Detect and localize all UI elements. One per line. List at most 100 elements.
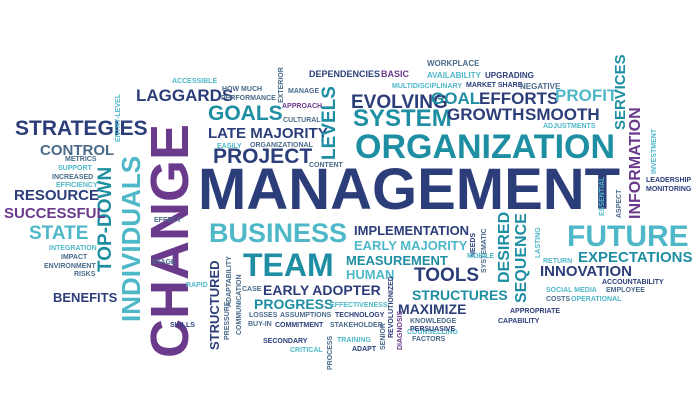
word-goals: GOALS <box>208 102 283 125</box>
word-multidisciplinary: MULTIDISCIPLINARY <box>392 83 462 90</box>
word-accountability: ACCOUNTABILITY <box>602 279 664 286</box>
word-innovation: INNOVATION <box>540 263 632 280</box>
word-assumptions: ASSUMPTIONS <box>280 312 332 319</box>
word-laggards: LAGGARDS <box>136 86 234 105</box>
word-operational: OPERATIONAL <box>571 296 622 303</box>
word-late-majority: LATE MAJORITY <box>208 125 328 142</box>
word-knowledge: KNOWLEDGE <box>410 318 457 325</box>
word-team: TEAM <box>243 247 334 283</box>
word-cultural: CULTURAL <box>283 117 321 124</box>
word-early-adopter: EARLY ADOPTER <box>263 282 381 298</box>
word-organizational: ORGANIZATIONAL <box>250 142 313 149</box>
word-performance: PERFORMANCE <box>221 95 276 102</box>
word-systematic: SYSTEMATIC <box>481 228 488 273</box>
word-losses: LOSSES <box>249 312 278 319</box>
word-dependencies: DEPENDENCIES <box>309 69 381 79</box>
word-efforts: EFFORTS <box>479 89 559 108</box>
word-organization: ORGANIZATION <box>355 128 616 166</box>
word-manage: MANAGE <box>288 88 320 95</box>
word-skills: SKILLS <box>170 322 195 329</box>
word-training: TRAINING <box>337 337 371 344</box>
word-appropriate: APPROPRIATE <box>510 308 561 315</box>
word-human: HUMAN <box>346 267 395 282</box>
word-environment: ENVIRONMENT <box>44 263 96 270</box>
word-upgrading: UPGRADING <box>485 71 534 80</box>
word-how-much: HOW MUCH <box>222 86 263 93</box>
word-sequence: SEQUENCE <box>513 213 530 303</box>
word-desired: DESIRED <box>496 211 513 283</box>
word-exterior: EXTERIOR <box>278 67 285 103</box>
word-adapt: ADAPT <box>352 346 377 353</box>
word-expectations: EXPECTATIONS <box>578 249 693 266</box>
word-costs: COSTS <box>546 296 571 303</box>
word-information: INFORMATION <box>627 107 644 219</box>
word-measurement: MEASUREMENT <box>346 253 448 268</box>
word-rapid: RAPID <box>186 282 208 289</box>
word-entry-level: ENTRY-LEVEL <box>115 94 122 142</box>
word-counselling: COUNSELLING <box>407 329 458 336</box>
word-diagnosis: DIAGNOSIS <box>397 310 404 350</box>
word-services: SERVICES <box>612 54 629 130</box>
word-capability: CAPABILITY <box>498 318 540 325</box>
word-workplace: WORKPLACE <box>427 59 480 68</box>
word-strategies: STRATEGIES <box>15 117 148 140</box>
word-implementation: IMPLEMENTATION <box>354 223 470 238</box>
word-secondary: SECONDARY <box>263 338 308 345</box>
word-stakeholder: STAKEHOLDER <box>330 322 383 329</box>
word-communication: COMMUNICATION <box>236 274 243 335</box>
word-social-media: SOCIAL MEDIA <box>546 287 597 294</box>
word-critical: CRITICAL <box>290 347 323 354</box>
word-essential: ESSENTIAL <box>599 176 606 216</box>
word-goal: GOAL <box>431 89 481 108</box>
word-structures: STRUCTURES <box>412 287 508 303</box>
word-senior: SENIOR <box>380 323 387 350</box>
word-progress: PROGRESS <box>254 296 334 312</box>
word-growth: GROWTH <box>447 105 525 124</box>
word-profit: PROFIT <box>555 86 618 105</box>
word-effectiveness: EFFECTIVENESS <box>330 302 388 309</box>
word-stage: STAGE <box>152 259 176 266</box>
word-control: CONTROL <box>40 142 115 159</box>
word-content: CONTENT <box>309 162 343 169</box>
word-adaptability: ADAPTABILITY <box>226 256 233 307</box>
word-mobile: MOBILE <box>467 253 495 260</box>
word-structured: STRUCTURED <box>207 260 222 350</box>
word-management: MANAGEMENT <box>198 157 621 222</box>
word-future: FUTURE <box>567 220 689 253</box>
word-successful: SUCCESSFUL <box>4 205 106 222</box>
word-approach: APPROACH <box>282 103 323 110</box>
word-pressure: PRESSURE <box>224 301 231 340</box>
word-accessible: ACCESSIBLE <box>172 78 218 85</box>
word-benefits: BENEFITS <box>53 290 118 305</box>
word-case: CASE <box>242 286 262 293</box>
word-project: PROJECT <box>213 145 313 168</box>
word-investment: INVESTMENT <box>651 128 658 174</box>
word-business: BUSINESS <box>209 218 348 248</box>
word-aspect: ASPECT <box>616 189 623 218</box>
word-support: SUPPORT <box>58 165 92 172</box>
word-resource: RESOURCE <box>14 187 100 204</box>
word-maximize: MAXIMIZE <box>398 301 467 317</box>
word-levels: LEVELS <box>319 86 340 160</box>
word-availability: AVAILABILITY <box>427 71 481 80</box>
word-adjustments: ADJUSTMENTS <box>543 123 596 130</box>
word-negative: NEGATIVE <box>520 82 561 91</box>
word-tools: TOOLS <box>414 265 480 286</box>
word-leadership: LEADERSHIP <box>646 177 692 184</box>
word-impact: IMPACT <box>61 254 88 261</box>
word-early-majority: EARLY MAJORITY <box>354 238 468 253</box>
word-revolutionized: REVOLUTIONIZED <box>388 276 395 338</box>
word-persuasive: PERSUASIVE <box>410 326 456 333</box>
word-state: STATE <box>29 223 89 244</box>
word-risks: RISKS <box>74 271 96 278</box>
word-easily: EASILY <box>217 143 242 150</box>
word-individuals: INDIVIDUALS <box>116 155 146 322</box>
word-lasting: LASTING <box>535 227 542 258</box>
word-basic: BASIC <box>381 69 410 79</box>
word-technology: TECHNOLOGY <box>335 312 385 319</box>
word-buy-in: BUY-IN <box>248 321 272 328</box>
word-system: SYSTEM <box>353 105 452 132</box>
word-smooth: SMOOTH <box>525 105 600 124</box>
word-process: PROCESS <box>327 335 334 370</box>
